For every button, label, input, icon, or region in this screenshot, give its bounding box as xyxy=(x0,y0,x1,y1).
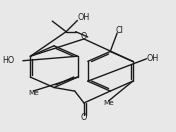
Text: O: O xyxy=(81,113,87,122)
Text: HO: HO xyxy=(2,56,15,65)
Text: OH: OH xyxy=(78,13,90,22)
Text: Me: Me xyxy=(28,90,39,96)
Text: Me: Me xyxy=(103,100,114,106)
Text: O: O xyxy=(81,32,87,41)
Text: Cl: Cl xyxy=(115,26,123,35)
Text: OH: OH xyxy=(147,54,159,63)
